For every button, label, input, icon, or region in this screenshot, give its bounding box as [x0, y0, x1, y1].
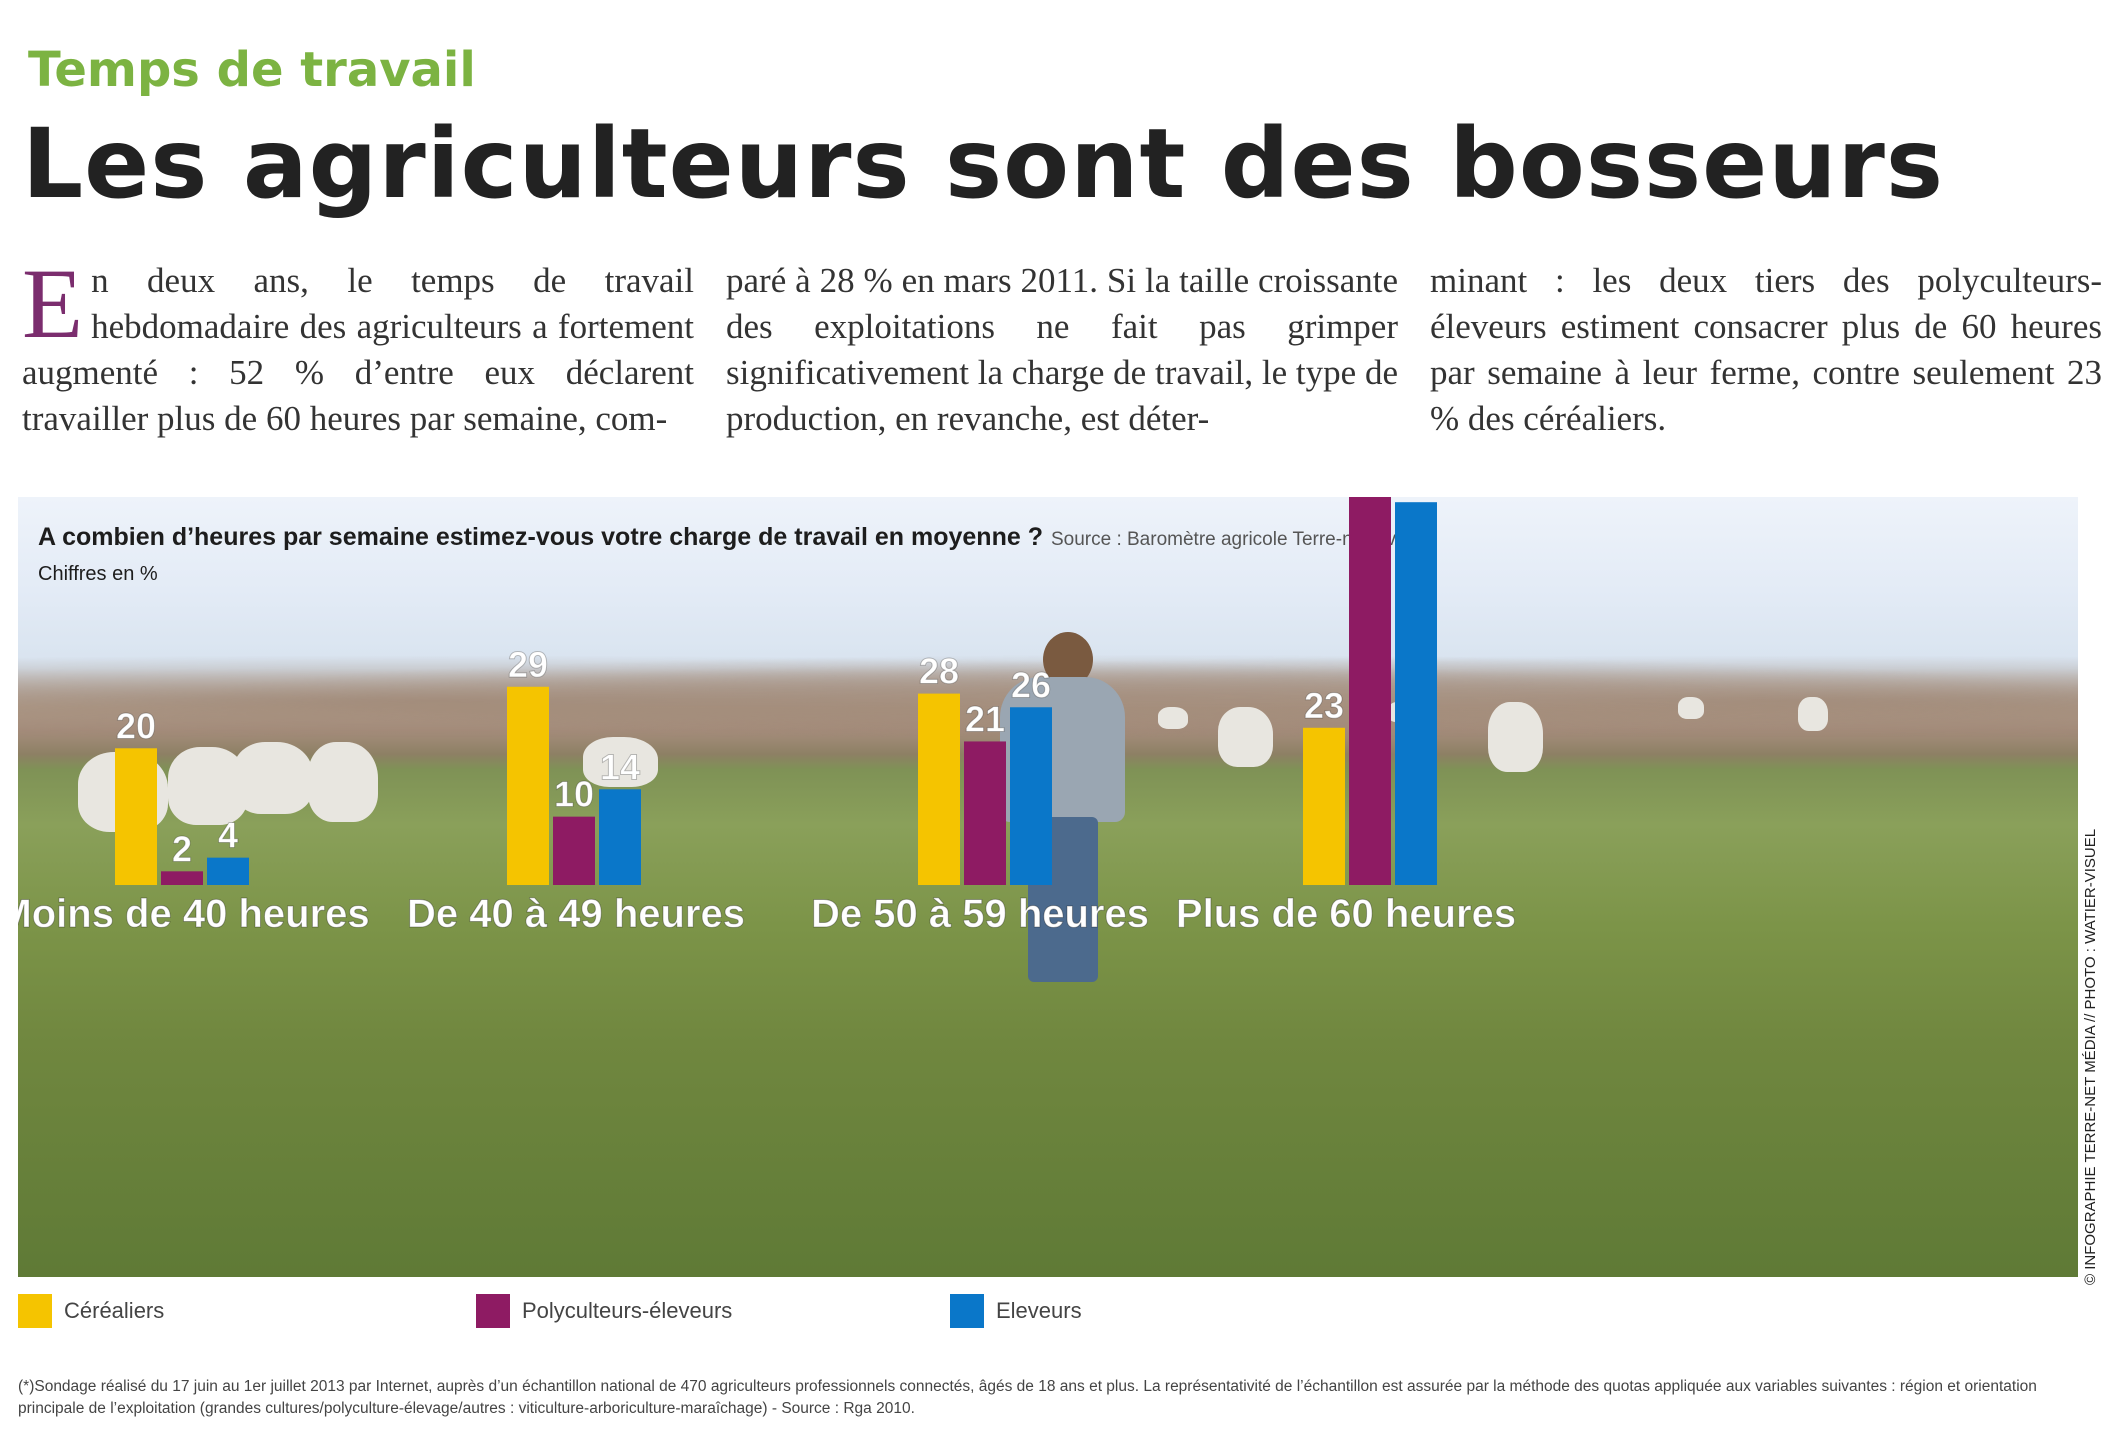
chart-legend: Céréaliers Polyculteurs-éleveurs Eleveur… [18, 1294, 2078, 1334]
legend-label: Polyculteurs-éleveurs [522, 1298, 733, 1323]
article-kicker: Temps de travail [28, 42, 476, 98]
value-label: 23 [1304, 685, 1344, 726]
chart-source: Source : Baromètre agricole Terre-net Bv… [1050, 529, 1414, 550]
column-1-text: n deux ans, le temps de travail hebdomad… [22, 261, 694, 438]
category-label: De 50 à 59 heures [811, 892, 1149, 936]
cow-image [583, 737, 658, 787]
bar-3-0 [1303, 727, 1345, 885]
bar-3-2 [1395, 502, 1437, 885]
cow-image [1158, 707, 1188, 729]
bar-0-2 [207, 857, 249, 885]
chart-unit-note: Chiffres en % [38, 563, 158, 585]
value-label: 21 [965, 698, 1005, 739]
chart-panel: A combien d’heures par semaine estimez-v… [18, 497, 2078, 1277]
article-column-3: minant : les deux tiers des polyculteurs… [1430, 258, 2102, 448]
bar-3-1 [1349, 497, 1391, 885]
article-column-1: E n deux ans, le temps de travail hebdom… [22, 248, 694, 448]
drop-cap: E [22, 248, 84, 359]
legend-swatch [18, 1294, 52, 1328]
legend-item-polyculteurs-eleveurs: Polyculteurs-éleveurs [476, 1294, 732, 1328]
value-label: 56 [1396, 497, 1436, 500]
cow-image [233, 742, 313, 814]
cow-image [1218, 707, 1273, 767]
article-body: E n deux ans, le temps de travail hebdom… [22, 248, 2102, 448]
cow-image [308, 742, 378, 822]
bar-2-0 [918, 693, 960, 885]
bar-1-2 [599, 789, 641, 885]
column-3-text: minant : les deux tiers des polyculteurs… [1430, 261, 2102, 438]
cow-image [1678, 697, 1704, 719]
survey-footnote: (*)Sondage réalisé du 17 juin au 1er jui… [18, 1378, 2037, 1417]
value-label: 14 [600, 746, 640, 787]
bar-1-1 [553, 816, 595, 885]
cow-image [1488, 702, 1543, 772]
bar-0-0 [115, 748, 157, 885]
bar-2-1 [964, 741, 1006, 885]
value-label: 20 [116, 705, 156, 746]
legend-swatch [950, 1294, 984, 1328]
value-label: 4 [218, 815, 238, 856]
legend-label: Céréaliers [64, 1298, 165, 1323]
cow-image [1798, 697, 1828, 731]
category-label: Moins de 40 heures [18, 892, 370, 936]
legend-label: Eleveurs [996, 1298, 1082, 1323]
legend-item-cerealiers: Céréaliers [18, 1294, 164, 1328]
bar-0-1 [161, 871, 203, 885]
value-label: 26 [1011, 664, 1051, 705]
legend-swatch [476, 1294, 510, 1328]
legend-item-eleveurs: Eleveurs [950, 1294, 1082, 1328]
bar-2-2 [1010, 707, 1052, 885]
article-column-2: paré à 28 % en mars 2011. Si la taille c… [726, 258, 1398, 448]
value-label: 29 [508, 644, 548, 685]
article-headline: Les agriculteurs sont des bosseurs [22, 108, 1945, 220]
column-2-text: paré à 28 % en mars 2011. Si la taille c… [726, 261, 1398, 438]
value-label: 10 [554, 774, 594, 815]
value-label: 28 [919, 651, 959, 692]
category-label: De 40 à 49 heures [407, 892, 745, 936]
value-label: 2 [172, 828, 192, 869]
chart-title: A combien d’heures par semaine estimez-v… [38, 523, 1414, 552]
bar-1-0 [507, 686, 549, 885]
category-label: Plus de 60 heures [1176, 892, 1516, 936]
chart-question: A combien d’heures par semaine estimez-v… [38, 523, 1043, 551]
photo-credit: © INFOGRAPHIE TERRE-NET MÉDIA // PHOTO :… [2082, 828, 2099, 1285]
